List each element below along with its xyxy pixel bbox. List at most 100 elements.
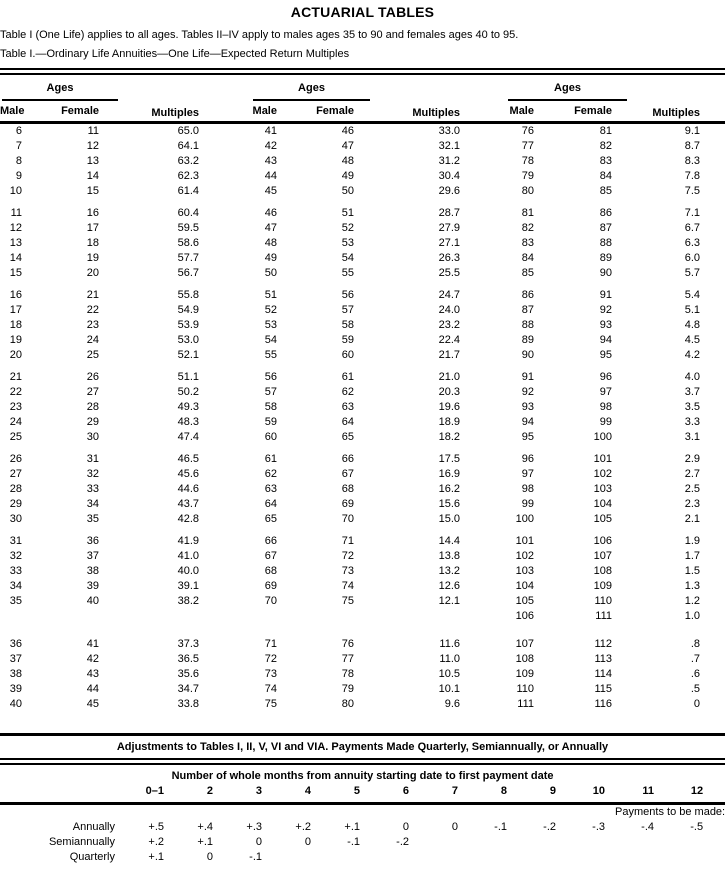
multiple-cell: 16.2 [438,483,460,495]
age-male-cell: 47 [264,222,277,234]
age-female-cell: 111 [595,610,612,622]
adjustments-title: Adjustments to Tables I, II, V, VI and V… [116,741,609,753]
age-male-cell: 82 [521,222,534,234]
table-row: 13 18 58.6 48 53 27.1 83 88 6.3 [0,236,725,251]
age-male-cell: 51 [264,289,277,301]
table-row: 39 44 34.7 74 79 10.1 110 115 .5 [0,682,725,697]
adjustment-value-cell [654,850,725,865]
multiple-cell: .7 [690,653,700,665]
age-female-cell: 53 [341,237,354,249]
age-male-cell: 31 [9,535,22,547]
age-female-cell: 79 [341,683,354,695]
multiple-cell: 22.4 [438,334,460,346]
multiple-cell: 30.4 [438,170,460,182]
age-female-cell: 96 [599,371,612,383]
age-female-cell: 41 [86,638,99,650]
age-female-cell: 52 [341,222,354,234]
multiple-cell: 7.5 [684,185,700,197]
age-female-cell: 42 [86,653,99,665]
age-male-cell: 65 [264,513,277,525]
multiple-cell [354,609,460,624]
multiple-cell: 63.2 [177,155,199,167]
age-female-cell: 89 [599,252,612,264]
age-male-cell: 54 [264,334,277,346]
age-female-cell: 17 [86,222,99,234]
ages-header-group3: Ages [460,75,627,101]
age-male-cell: 83 [521,237,534,249]
table-row: 23 28 49.3 58 63 19.6 93 98 3.5 [0,400,725,415]
adjustment-value-cell: +.4 [197,821,213,833]
age-female-cell: 18 [86,237,99,249]
age-male-cell: 8 [15,155,22,167]
age-female-cell: 30 [86,431,99,443]
heavy-rule [0,733,725,736]
table-row: 14 19 57.7 49 54 26.3 84 89 6.0 [0,251,725,266]
age-female-cell: 69 [341,498,354,510]
age-male-cell: 74 [264,683,277,695]
age-male-cell: 101 [515,535,534,547]
age-male-cell: 64 [264,498,277,510]
multiple-cell: 4.8 [684,319,700,331]
age-male-cell: 105 [515,595,534,607]
age-male-cell: 62 [264,468,277,480]
months-title-row: Number of whole months from annuity star… [0,769,725,784]
adjustment-value-cell [507,835,556,850]
multiple-cell: 13.8 [438,550,460,562]
age-female-cell: 19 [86,252,99,264]
age-male-cell: 72 [264,653,277,665]
table-row: 9 14 62.3 44 49 30.4 79 84 7.8 [0,169,725,184]
age-female-cell: 14 [86,170,99,182]
multiple-cell: 10.1 [438,683,460,695]
male-header-group1: Male [0,101,24,124]
month-col-header: 6 [360,784,409,805]
multiple-cell: 47.4 [177,431,199,443]
age-female-cell: 105 [593,513,612,525]
multiple-cell: 2.9 [684,453,700,465]
table-row: 7 12 64.1 42 47 32.1 77 82 8.7 [0,139,725,154]
age-male-cell: 93 [521,401,534,413]
multiple-cell: 11.6 [439,638,460,650]
age-female-cell: 60 [341,349,354,361]
age-male-cell: 9 [15,170,22,182]
age-female-cell: 90 [599,267,612,279]
age-male-cell: 16 [9,289,22,301]
adjustment-value-cell: +.2 [295,821,311,833]
multiple-cell: 27.1 [438,237,460,249]
age-female-cell: 45 [86,698,99,710]
age-female-cell: 99 [599,416,612,428]
block-spacer [0,363,725,370]
age-female-cell: 35 [86,513,99,525]
table-row: 35 40 38.2 70 75 12.1 105 110 1.2 [0,594,725,609]
age-female-cell: 87 [599,222,612,234]
age-male-cell: 68 [264,565,277,577]
multiple-cell: 9.1 [684,125,700,137]
table-row: 20 25 52.1 55 60 21.7 90 95 4.2 [0,348,725,363]
adjustment-value-cell [409,835,458,850]
age-male-cell: 71 [264,638,277,650]
age-male-cell: 44 [264,170,277,182]
age-female-cell: 15 [86,185,99,197]
age-female-cell: 22 [86,304,99,316]
age-male-cell: 20 [9,349,22,361]
payment-row: Annually +.5 +.4 +.3 +.2 +.1 0 0 -.1 -.2 -.3 -.4 -.5 [0,820,725,835]
age-female-cell: 101 [593,453,612,465]
age-female-cell: 13 [86,155,99,167]
multiple-cell: 9.6 [444,698,460,710]
multiple-cell: 1.9 [684,535,700,547]
age-female-cell: 104 [593,498,612,510]
age-male-cell: 30 [9,513,22,525]
age-female-cell: 73 [341,565,354,577]
adjustment-value-cell: 0 [255,836,262,848]
age-male-cell: 66 [264,535,277,547]
multiple-cell: 62.3 [177,170,199,182]
age-male-cell: 21 [9,371,22,383]
age-male-cell: 77 [521,140,534,152]
age-female-cell: 56 [341,289,354,301]
ages-header-label: Ages [253,81,370,101]
age-female-cell: 62 [341,386,354,398]
age-female-cell: 82 [599,140,612,152]
multiple-cell: .5 [690,683,700,695]
table-row: 37 42 36.5 72 77 11.0 108 113 .7 [0,652,725,667]
age-female-cell: 26 [86,371,99,383]
